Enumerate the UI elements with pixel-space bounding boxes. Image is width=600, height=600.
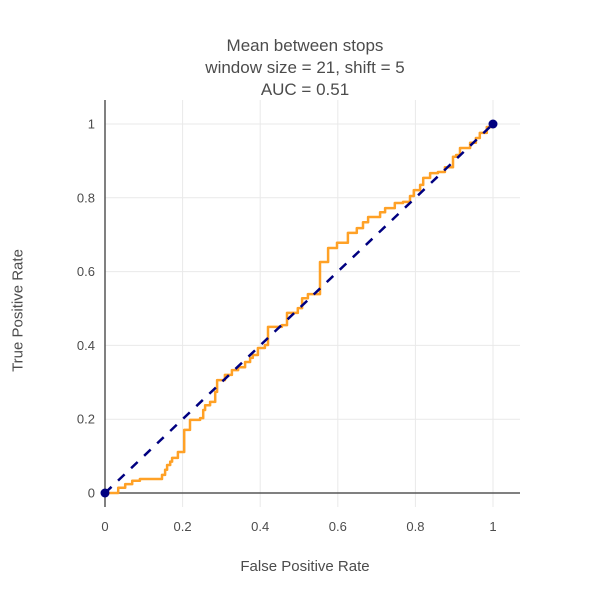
chart-title-line-1: Mean between stops <box>226 36 384 55</box>
x-tick-label: 0.4 <box>251 519 269 534</box>
y-tick-label: 0.4 <box>77 338 95 353</box>
y-tick-label: 0.6 <box>77 264 95 279</box>
x-tick-label: 0.8 <box>406 519 424 534</box>
roc-start-marker <box>100 488 110 498</box>
x-tick-label: 0 <box>101 519 108 534</box>
chart-title: Mean between stops window size = 21, shi… <box>10 35 600 101</box>
roc-curve-line <box>105 124 495 495</box>
chart-title-line-3: AUC = 0.51 <box>260 80 350 99</box>
y-axis-title: True Positive Rate <box>9 249 27 372</box>
x-tick-label: 0.6 <box>329 519 347 534</box>
y-tick-label: 1 <box>88 117 95 132</box>
y-tick-label: 0.2 <box>77 412 95 427</box>
roc-end-marker <box>488 119 498 129</box>
y-tick-label: 0 <box>88 486 95 501</box>
y-tick-label: 0.8 <box>77 190 95 205</box>
chart-title-line-2: window size = 21, shift = 5 <box>205 58 405 77</box>
x-axis-title: False Positive Rate <box>240 558 370 575</box>
x-tick-label: 0.2 <box>174 519 192 534</box>
x-tick-label: 1 <box>489 519 496 534</box>
